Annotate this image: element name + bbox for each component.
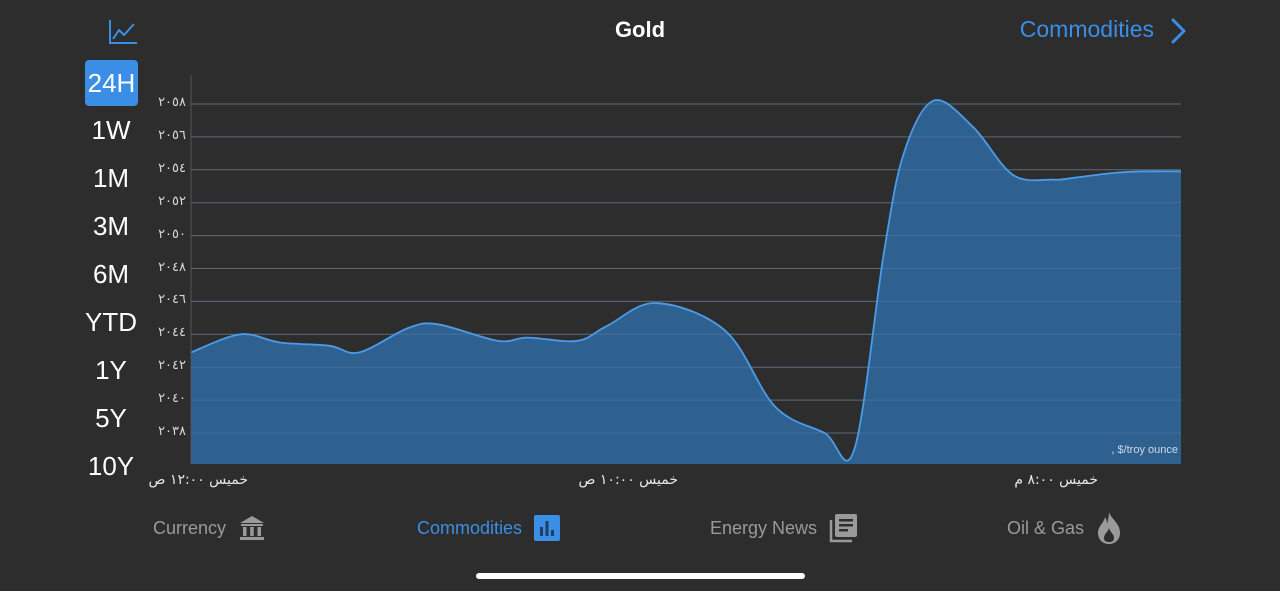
price-chart[interactable]: ٢٠٥٨ ٢٠٥٦ ٢٠٥٤ ٢٠٥٢ ٢٠٥٠ ٢٠٤٨ ٢٠٤٦ ٢٠٤٤ ٢٠٤٢ ٢٠٤٠… <box>0 0 1280 500</box>
y-tick-label: ٢٠٥٢ <box>158 193 186 209</box>
y-tick-label: ٢٠٤٦ <box>158 292 186 308</box>
range-6m[interactable]: 6M <box>92 258 130 289</box>
chevron-right-icon[interactable] <box>1168 18 1188 44</box>
y-tick-label: ٢٠٤٨ <box>158 259 186 275</box>
y-tick-label: ٢٠٤٤ <box>158 325 186 341</box>
unit-label: , $/troy ounce <box>1111 444 1178 456</box>
newspaper-icon <box>829 513 859 543</box>
range-24h[interactable]: 24H <box>85 60 138 106</box>
tab-oil-gas-label: Oil & Gas <box>1007 517 1085 538</box>
range-ytd[interactable]: YTD <box>85 306 137 337</box>
range-1w[interactable]: 1W <box>91 114 131 145</box>
range-3m[interactable]: 3M <box>92 210 130 241</box>
tab-energy-news-label: Energy News <box>710 517 818 538</box>
bank-icon <box>238 514 266 542</box>
tab-oil-gas[interactable]: Oil & Gas <box>1007 508 1122 548</box>
bar-chart-icon <box>534 515 561 541</box>
flame-icon <box>1096 511 1122 545</box>
tab-commodities-label: Commodities <box>417 517 523 538</box>
commodities-nav-label: Commodities <box>1019 16 1154 42</box>
line-chart-icon[interactable] <box>108 18 138 46</box>
range-10y[interactable]: 10Y <box>87 450 135 481</box>
commodities-nav-link[interactable]: Commodities <box>1020 16 1154 43</box>
price-area <box>191 100 1181 465</box>
y-tick-label: ٢٠٥٤ <box>158 160 186 176</box>
x-tick-label: خميس ١٢:٠٠ ص <box>148 472 248 488</box>
price-line <box>190 99 1182 462</box>
y-tick-label: ٢٠٥٠ <box>158 226 186 242</box>
tab-energy-news[interactable]: Energy News <box>710 508 859 548</box>
y-tick-label: ٢٠٥٨ <box>158 95 186 110</box>
range-1y[interactable]: 1Y <box>95 354 127 385</box>
time-range-selector: 24H 1W 1M 3M 6M YTD 1Y 5Y 10Y <box>82 60 140 490</box>
range-1m[interactable]: 1M <box>92 162 130 193</box>
y-tick-label: ٢٠٤٢ <box>158 358 186 374</box>
tab-currency[interactable]: Currency <box>153 508 266 548</box>
y-tick-label: ٢٠٥٦ <box>158 127 186 143</box>
y-tick-label: ٢٠٤٠ <box>158 391 186 407</box>
x-tick-label: خميس ١٠:٠٠ ص <box>578 472 678 488</box>
y-tick-label: ٢٠٣٨ <box>158 424 186 439</box>
range-5y[interactable]: 5Y <box>95 402 127 433</box>
tab-bar: Currency Commodities Energy News <box>0 508 1280 548</box>
tab-currency-label: Currency <box>153 517 227 538</box>
x-tick-label: خميس ٨:٠٠ م <box>1014 472 1098 488</box>
home-indicator[interactable] <box>476 573 805 579</box>
chart-plot[interactable] <box>0 0 1280 500</box>
page-title: Gold <box>614 17 666 42</box>
tab-commodities[interactable]: Commodities <box>417 508 561 548</box>
